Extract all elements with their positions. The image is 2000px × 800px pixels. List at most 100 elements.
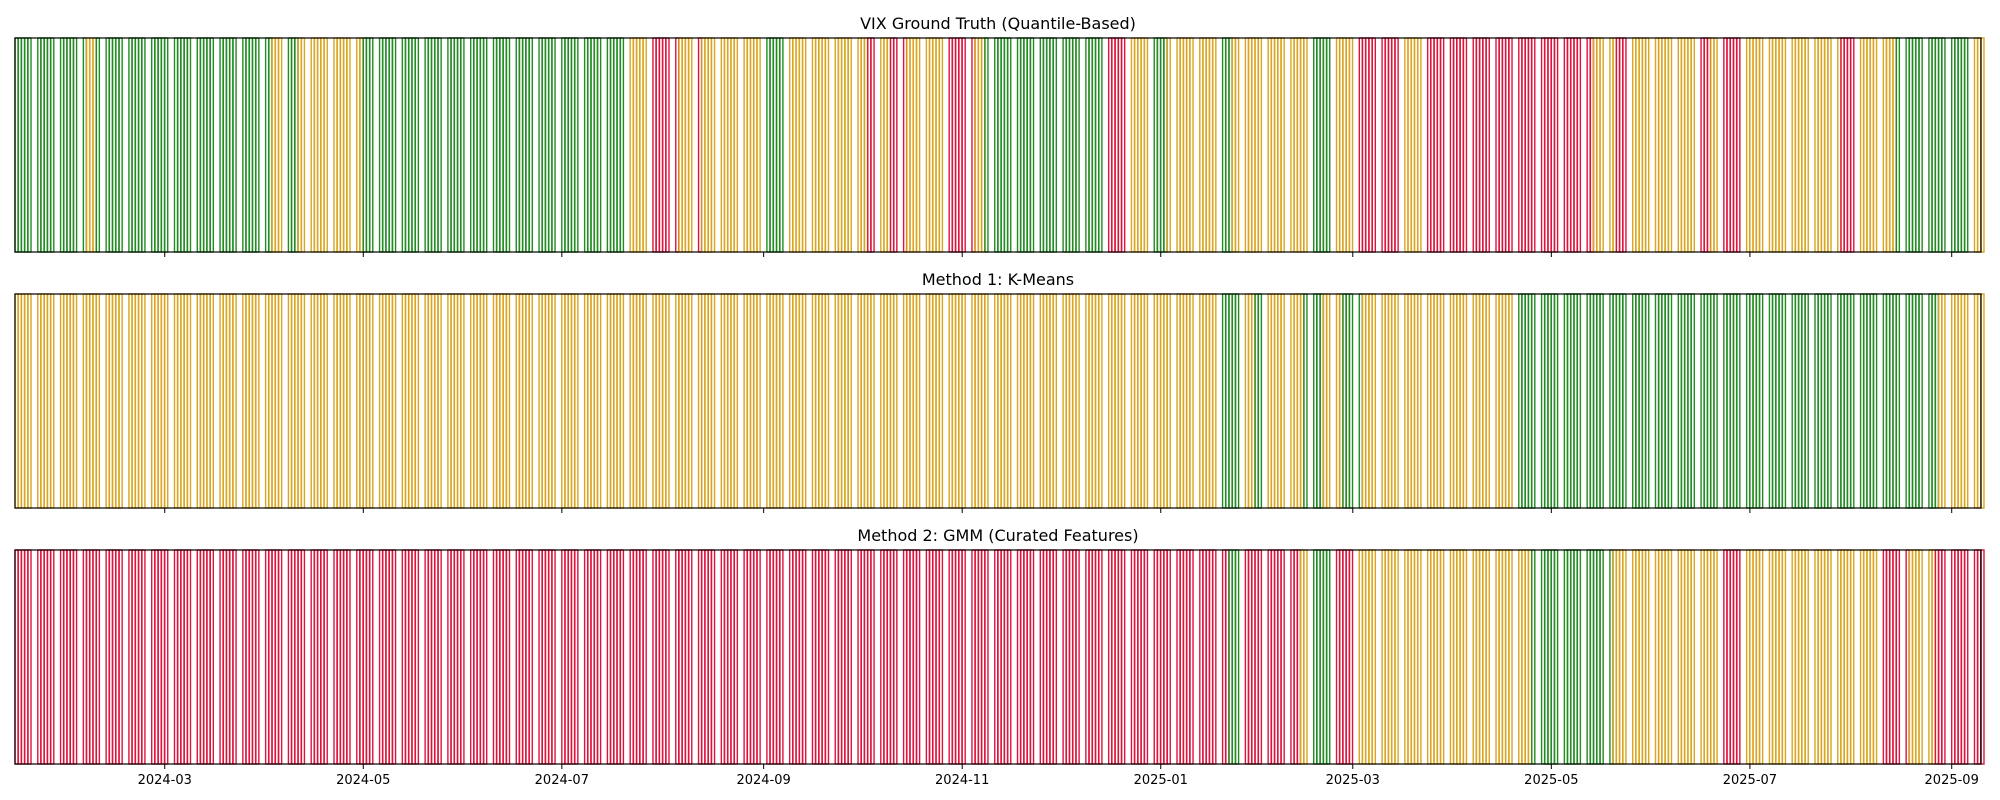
regime-bar-low bbox=[1570, 549, 1575, 765]
regime-bar-high bbox=[323, 549, 328, 765]
regime-bar-medium bbox=[1273, 293, 1279, 509]
regime-bar-low bbox=[1313, 37, 1318, 253]
regime-bar-medium bbox=[746, 37, 752, 253]
regime-bar-medium bbox=[1804, 549, 1809, 765]
regime-bar-high bbox=[636, 549, 641, 765]
regime-bar-medium bbox=[746, 293, 752, 509]
regime-bar-medium bbox=[359, 37, 364, 253]
regime-bar-medium bbox=[847, 37, 852, 253]
regime-bar-medium bbox=[496, 293, 501, 509]
regime-bar-high bbox=[609, 549, 615, 765]
regime-bar-high bbox=[333, 549, 338, 765]
regime-bar-high bbox=[456, 549, 462, 765]
regime-bar-medium bbox=[889, 293, 895, 509]
regime-bar-medium bbox=[1840, 549, 1845, 765]
regime-bar-low bbox=[1303, 293, 1308, 509]
regime-bar-medium bbox=[743, 293, 748, 509]
regime-bar-medium bbox=[1394, 549, 1399, 765]
regime-bar-high bbox=[1732, 37, 1738, 253]
regime-bar-high bbox=[1531, 37, 1536, 253]
regime-bar-medium bbox=[1449, 549, 1455, 765]
regime-bar-low bbox=[1895, 37, 1901, 253]
regime-bar-medium bbox=[450, 293, 455, 509]
regime-bar-high bbox=[1270, 549, 1276, 765]
regime-bar-high bbox=[815, 549, 820, 765]
regime-bar-low bbox=[1553, 549, 1559, 765]
regime-bar-high bbox=[453, 549, 459, 765]
regime-bar-low bbox=[1254, 293, 1259, 509]
regime-bar-medium bbox=[1824, 549, 1829, 765]
regime-bar-high bbox=[915, 549, 921, 765]
regime-bar-high bbox=[1508, 37, 1513, 253]
regime-bar-medium bbox=[1635, 549, 1640, 765]
regime-bar-low bbox=[1065, 37, 1071, 253]
regime-bar-low bbox=[134, 37, 140, 253]
regime-bar-high bbox=[290, 549, 296, 765]
regime-bar-low bbox=[186, 37, 192, 253]
regime-bar-medium bbox=[1755, 37, 1761, 253]
regime-bar-low bbox=[1612, 293, 1617, 509]
regime-bar-medium bbox=[723, 293, 729, 509]
regime-bar-low bbox=[518, 37, 524, 253]
regime-bar-low bbox=[40, 37, 45, 253]
regime-bar-low bbox=[27, 37, 32, 253]
regime-bar-high bbox=[1117, 37, 1123, 253]
regime-bar-high bbox=[720, 549, 726, 765]
regime-bar-high bbox=[551, 549, 556, 765]
regime-bar-high bbox=[1736, 37, 1741, 253]
regime-bar-medium bbox=[522, 293, 527, 509]
regime-bar-medium bbox=[1687, 549, 1692, 765]
regime-bar-medium bbox=[1342, 37, 1347, 253]
regime-bar-low bbox=[596, 37, 602, 253]
regime-bar-medium bbox=[1404, 549, 1409, 765]
regime-bar-low bbox=[1319, 293, 1324, 509]
regime-bar-high bbox=[1140, 549, 1145, 765]
regime-bar-high bbox=[753, 549, 758, 765]
regime-bar-high bbox=[567, 549, 573, 765]
regime-bar-high bbox=[222, 549, 228, 765]
regime-bar-medium bbox=[994, 293, 999, 509]
regime-bar-high bbox=[561, 549, 566, 765]
regime-bar-medium bbox=[186, 293, 192, 509]
regime-bar-low bbox=[173, 37, 179, 253]
regime-bar-medium bbox=[1641, 549, 1647, 765]
regime-bar-high bbox=[1472, 37, 1477, 253]
regime-bar-low bbox=[1313, 549, 1318, 765]
regime-bar-high bbox=[1111, 37, 1116, 253]
regime-bar-medium bbox=[1339, 37, 1344, 253]
regime-bar-medium bbox=[1365, 549, 1370, 765]
regime-bar-medium bbox=[427, 293, 433, 509]
regime-bar-medium bbox=[333, 37, 338, 253]
regime-bar-medium bbox=[1869, 37, 1875, 253]
regime-bar-medium bbox=[1381, 293, 1386, 509]
regime-bar-high bbox=[792, 549, 797, 765]
regime-bar-high bbox=[1117, 549, 1123, 765]
regime-bar-medium bbox=[788, 293, 794, 509]
regime-bar-medium bbox=[1407, 293, 1412, 509]
regime-bar-medium bbox=[753, 293, 758, 509]
regime-bar-high bbox=[1176, 549, 1181, 765]
regime-bar-medium bbox=[1635, 37, 1640, 253]
regime-bar-medium bbox=[723, 37, 729, 253]
regime-bar-high bbox=[938, 549, 944, 765]
regime-bar-high bbox=[1563, 37, 1569, 253]
regime-bar-medium bbox=[1508, 293, 1513, 509]
regime-bar-medium bbox=[20, 293, 26, 509]
regime-bar-medium bbox=[1404, 37, 1409, 253]
regime-bar-medium bbox=[1527, 549, 1533, 765]
regime-bar-high bbox=[17, 549, 22, 765]
regime-bar-medium bbox=[1794, 37, 1800, 253]
regime-bar-high bbox=[1107, 37, 1113, 253]
regime-bar-medium bbox=[1622, 549, 1627, 765]
regime-bar-medium bbox=[1964, 293, 1969, 509]
regime-bar-medium bbox=[1290, 293, 1295, 509]
regime-bar-high bbox=[1039, 549, 1045, 765]
x-tick-label: 2024-07 bbox=[535, 773, 589, 788]
regime-bar-high bbox=[160, 549, 166, 765]
regime-bar-low bbox=[199, 37, 205, 253]
regime-bar-medium bbox=[1768, 549, 1774, 765]
regime-bar-high bbox=[1518, 37, 1523, 253]
regime-bar-medium bbox=[134, 293, 140, 509]
regime-bar-high bbox=[951, 37, 957, 253]
regime-bar-medium bbox=[766, 293, 771, 509]
